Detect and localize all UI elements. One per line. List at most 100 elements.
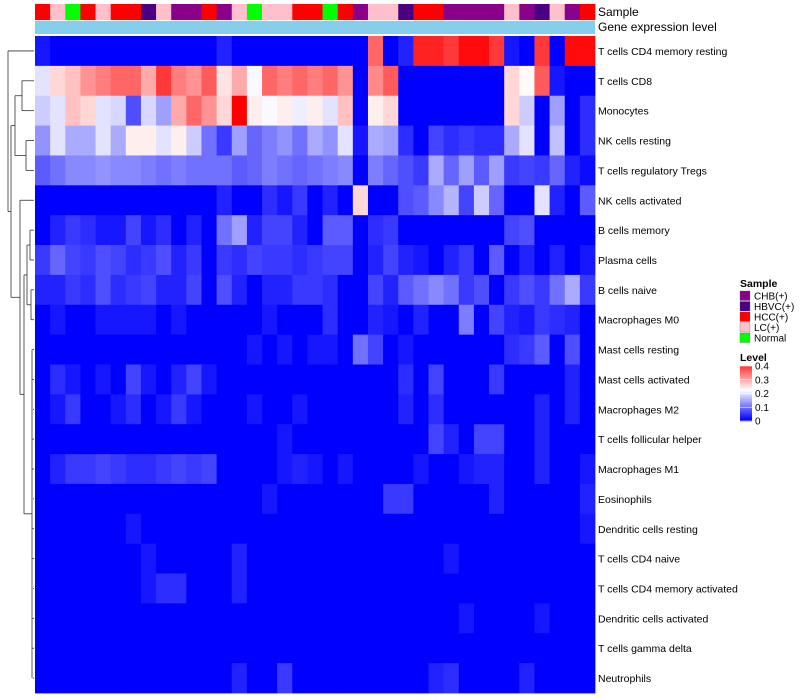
- annotation-label-gene-expression: Gene expression level: [598, 20, 717, 34]
- heatmap-cell: [428, 155, 445, 186]
- heatmap-cell: [292, 304, 308, 336]
- heatmap-cell: [231, 155, 248, 186]
- heatmap-cell: [564, 454, 581, 485]
- heatmap-cell: [201, 454, 218, 485]
- heatmap-cell: [65, 663, 81, 694]
- heatmap-cell: [383, 364, 399, 395]
- heatmap-cell: [413, 573, 429, 604]
- legend-gradient-step: [740, 383, 752, 386]
- row-label: NK cells activated: [598, 195, 682, 207]
- heatmap-cell: [292, 573, 308, 604]
- heatmap-cell: [383, 185, 399, 216]
- heatmap-cell: [201, 603, 218, 634]
- heatmap-cell: [337, 155, 354, 186]
- heatmap-cell: [201, 95, 218, 126]
- heatmap-cell: [80, 274, 96, 306]
- sample-annotation-cell: [504, 4, 520, 20]
- heatmap-cell: [50, 573, 66, 604]
- heatmap-cell: [262, 304, 278, 336]
- heatmap-cell: [65, 215, 81, 246]
- heatmap-cell: [231, 334, 248, 365]
- heatmap-cell: [549, 95, 566, 126]
- heatmap-cell: [413, 245, 429, 276]
- heatmap-cell: [80, 65, 96, 97]
- legend-gradient-step: [740, 416, 752, 419]
- heatmap-cell: [534, 603, 550, 634]
- heatmap-cell: [579, 573, 596, 604]
- heatmap-cell: [534, 364, 550, 395]
- heatmap-cell: [292, 633, 308, 664]
- legend-gradient-step: [740, 401, 752, 404]
- heatmap-cell: [110, 483, 127, 515]
- heatmap-cell: [201, 633, 218, 664]
- heatmap-cell: [246, 573, 263, 604]
- heatmap-cell: [337, 394, 354, 425]
- heatmap-cell: [35, 394, 51, 425]
- heatmap-cell: [458, 454, 475, 485]
- heatmap-cell: [307, 304, 323, 336]
- row-label: Neutrophils: [598, 673, 651, 685]
- heatmap-cell: [337, 185, 354, 216]
- heatmap-cell: [80, 36, 96, 67]
- heatmap-cell: [231, 245, 248, 276]
- heatmap-cell: [443, 364, 460, 395]
- heatmap-cell: [534, 663, 550, 694]
- heatmap-cell: [50, 185, 66, 216]
- heatmap-cell: [50, 304, 66, 336]
- heatmap-cell: [262, 573, 278, 604]
- heatmap-cell: [337, 454, 354, 485]
- heatmap-cell: [95, 663, 112, 694]
- legend-gradient-step: [740, 394, 752, 397]
- heatmap-cell: [262, 125, 278, 156]
- heatmap-cell: [171, 155, 187, 186]
- heatmap-cell: [35, 125, 51, 156]
- heatmap-cell: [231, 394, 248, 425]
- heatmap-cell: [231, 573, 248, 604]
- heatmap-cell: [65, 65, 81, 97]
- heatmap-cell: [125, 215, 142, 246]
- legend-sample: Sample CHB(+)HBVC(+)HCC(+)LC(+)Normal: [739, 278, 794, 345]
- heatmap-cell: [579, 513, 596, 545]
- heatmap-cell: [564, 483, 581, 515]
- heatmap-cell: [504, 394, 520, 425]
- heatmap-cell: [383, 633, 399, 664]
- heatmap-cell: [110, 185, 127, 216]
- row-label: T cells gamma delta: [598, 643, 692, 655]
- heatmap-cell: [262, 603, 278, 634]
- heatmap-cell: [80, 364, 96, 395]
- legend-gradient-step: [740, 370, 752, 372]
- heatmap-cell: [125, 454, 142, 485]
- heatmap-cell: [519, 603, 535, 634]
- heatmap-cell: [549, 245, 566, 276]
- heatmap-cell: [171, 245, 187, 276]
- heatmap-cell: [443, 483, 460, 515]
- heatmap-cell: [246, 215, 263, 246]
- heatmap-cell: [292, 364, 308, 395]
- heatmap-cell: [458, 125, 475, 156]
- heatmap-cell: [246, 155, 263, 186]
- heatmap-cell: [443, 543, 460, 574]
- heatmap-cell: [322, 334, 339, 365]
- heatmap-cell: [443, 155, 460, 186]
- heatmap-cell: [458, 394, 475, 425]
- legend-gradient-step: [740, 400, 752, 403]
- heatmap-cell: [307, 274, 323, 306]
- heatmap-cell: [398, 36, 414, 67]
- heatmap-cell: [246, 274, 263, 306]
- heatmap-cell: [413, 36, 429, 67]
- heatmap-cell: [322, 424, 339, 455]
- heatmap-cell: [383, 483, 399, 515]
- legend-label: HCC(+): [754, 313, 788, 324]
- heatmap-cell: [186, 364, 202, 395]
- row-label: Monocytes: [598, 106, 649, 118]
- heatmap-cell: [352, 394, 369, 425]
- sample-annotation-cell: [458, 4, 475, 20]
- heatmap-cell: [156, 215, 172, 246]
- heatmap-cell: [352, 543, 369, 574]
- heatmap-cell: [489, 394, 505, 425]
- heatmap-cell: [140, 364, 157, 395]
- heatmap-cell: [246, 245, 263, 276]
- heatmap-cell: [35, 215, 51, 246]
- heatmap-cell: [201, 364, 218, 395]
- heatmap-cell: [277, 633, 293, 664]
